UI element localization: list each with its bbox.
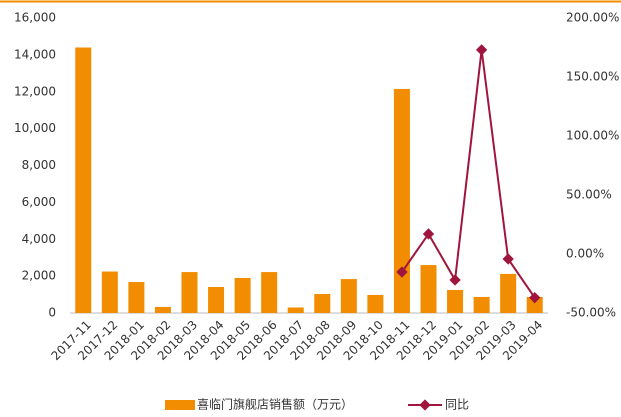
y2-tick-label: -50.00% xyxy=(566,306,616,320)
bar xyxy=(526,296,543,313)
bar xyxy=(128,282,145,313)
bar xyxy=(393,88,410,313)
y-tick-label: 10,000 xyxy=(14,121,56,135)
y-tick-label: 8,000 xyxy=(22,158,56,172)
bar xyxy=(473,296,490,313)
line-marker xyxy=(422,228,435,240)
bar xyxy=(261,272,278,313)
line-marker xyxy=(475,44,488,56)
line-marker xyxy=(502,253,514,265)
bar xyxy=(208,287,225,313)
bar xyxy=(181,272,198,313)
y-tick-label: 6,000 xyxy=(22,195,56,209)
legend-label: 喜临门旗舰店销售额（万元） xyxy=(197,397,353,412)
bar xyxy=(314,294,331,313)
legend-label: 同比 xyxy=(445,398,469,412)
line-marker xyxy=(396,266,408,278)
y-tick-label: 16,000 xyxy=(14,11,56,25)
y2-tick-label: 50.00% xyxy=(566,188,612,202)
bar xyxy=(340,279,357,313)
y-tick-label: 2,000 xyxy=(22,269,56,283)
y-tick-label: 4,000 xyxy=(22,232,56,246)
bar xyxy=(367,294,384,313)
y-tick-label: 0 xyxy=(48,306,56,320)
bar xyxy=(75,47,92,313)
bar xyxy=(154,306,171,313)
y-tick-label: 12,000 xyxy=(14,84,56,98)
y2-tick-label: 0.00% xyxy=(566,247,604,261)
y2-tick-label: 100.00% xyxy=(566,129,619,143)
line xyxy=(401,49,536,299)
bar xyxy=(447,289,464,313)
bar xyxy=(287,307,304,313)
legend-swatch xyxy=(165,400,195,410)
line-marker xyxy=(529,292,541,304)
bar xyxy=(234,277,251,313)
legend-marker xyxy=(419,399,431,411)
bar xyxy=(420,265,437,313)
y2-tick-label: 200.00% xyxy=(566,11,619,25)
y-tick-label: 14,000 xyxy=(14,47,56,61)
line-marker xyxy=(449,274,461,286)
y2-tick-label: 150.00% xyxy=(566,70,619,84)
bar xyxy=(500,273,517,313)
bar xyxy=(101,271,118,313)
